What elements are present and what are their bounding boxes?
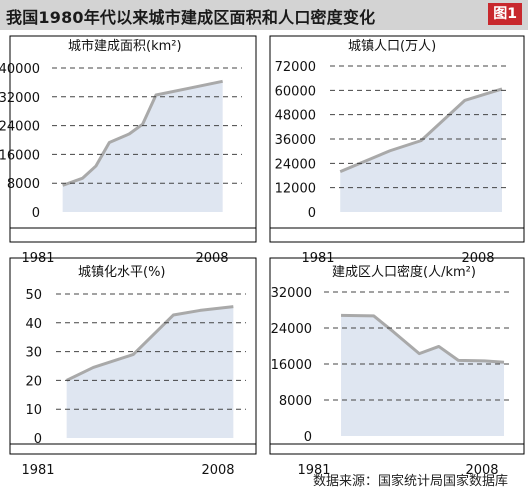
panel-frame xyxy=(9,35,257,243)
series-area xyxy=(66,306,234,438)
chart-built-area: 城市建成面积(km²)08000160002400032000400001981… xyxy=(0,35,257,266)
panel-title: 城镇人口(万人) xyxy=(348,39,436,54)
y-tick-label: 20 xyxy=(25,374,42,389)
panel-frame xyxy=(9,257,257,455)
y-tick-label: 30 xyxy=(25,346,42,361)
series-area xyxy=(340,88,502,212)
y-tick-label: 72000 xyxy=(275,60,316,75)
y-tick-label: 8000 xyxy=(279,394,312,409)
panel-title: 城镇化水平(%) xyxy=(78,265,166,280)
y-tick-label: 24000 xyxy=(0,120,40,135)
y-tick-label: 24000 xyxy=(271,322,312,337)
y-tick-label: 0 xyxy=(308,206,316,221)
x-tick-label: 1981 xyxy=(21,463,54,478)
y-tick-label: 60000 xyxy=(275,84,316,99)
figure-badge: 图1 xyxy=(488,3,522,25)
y-tick-label: 50 xyxy=(25,288,42,303)
title-bar: 我国1980年代以来城市建成区面积和人口密度变化 图1 xyxy=(0,0,528,30)
y-tick-label: 10 xyxy=(25,403,42,418)
x-tick-label: 2008 xyxy=(201,463,234,478)
main-title: 我国1980年代以来城市建成区面积和人口密度变化 xyxy=(6,8,376,27)
x-tick-label: 1981 xyxy=(297,463,330,478)
y-tick-label: 32000 xyxy=(271,286,312,301)
panel-title: 建成区人口密度(人/km²) xyxy=(332,264,476,280)
y-tick-label: 32000 xyxy=(0,91,40,106)
y-tick-label: 36000 xyxy=(275,133,316,148)
chart-urban-population: 城镇人口(万人)01200024000360004800060000720001… xyxy=(269,35,525,266)
chart-population-density: 建成区人口密度(人/km²) 0 8000 16000 24000 32000 1981 20… xyxy=(269,257,525,478)
chart-urbanization-rate: 城镇化水平(%) 0 10 20 30 40 50 1981 2008 xyxy=(9,257,257,478)
panel-title: 城市建成面积(km²) xyxy=(68,38,182,54)
series-area xyxy=(62,81,223,212)
panel-frame xyxy=(269,257,525,455)
series-line xyxy=(341,313,505,364)
x-tick-label: 2008 xyxy=(465,463,498,478)
y-tick-label: 40000 xyxy=(0,62,40,77)
y-tick-label: 0 xyxy=(32,206,40,221)
y-tick-label: 24000 xyxy=(275,157,316,172)
y-tick-label: 0 xyxy=(34,432,42,447)
y-tick-label: 40 xyxy=(25,317,42,332)
y-tick-label: 16000 xyxy=(271,358,312,373)
y-tick-label: 0 xyxy=(304,430,312,445)
panel-frame xyxy=(269,35,525,243)
y-tick-label: 8000 xyxy=(7,177,40,192)
data-source: 数据来源：国家统计局国家数据库 xyxy=(312,474,508,489)
series-line xyxy=(66,305,234,382)
y-tick-label: 16000 xyxy=(0,148,40,163)
y-tick-label: 12000 xyxy=(275,182,316,197)
series-area xyxy=(341,315,504,436)
y-tick-label: 48000 xyxy=(275,109,316,124)
